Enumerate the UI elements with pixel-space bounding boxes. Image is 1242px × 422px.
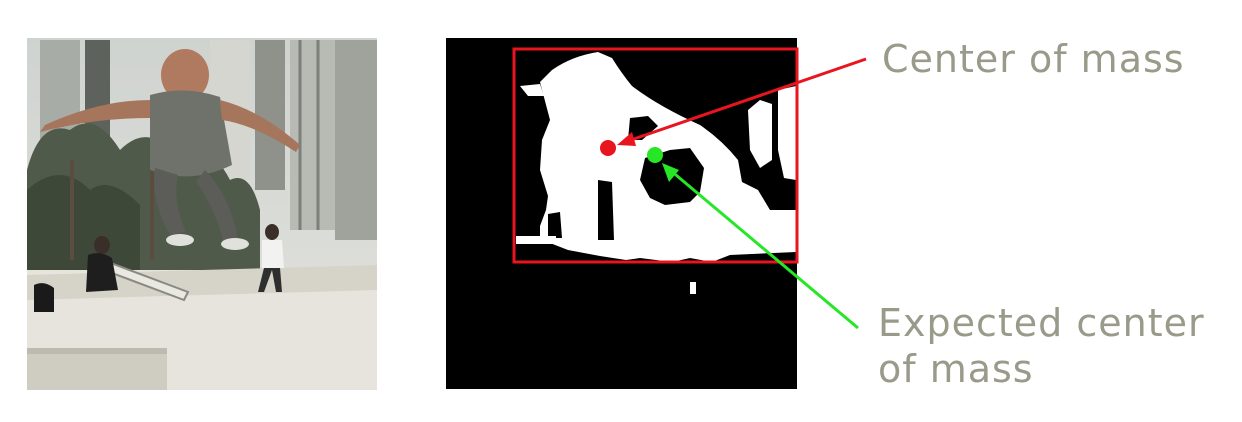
expected-center-label-line2: of mass (878, 347, 1034, 391)
expected-center-label: Expected center of mass (878, 300, 1205, 392)
expected-center-arrow (662, 163, 859, 330)
center-of-mass-arrow (617, 57, 867, 146)
expected-center-dot (647, 147, 663, 163)
bounding-box (512, 47, 799, 264)
expected-center-label-line1: Expected center (878, 301, 1205, 345)
skateboarder-photo (27, 38, 377, 390)
center-of-mass-label: Center of mass (882, 37, 1185, 81)
segmentation-mask (446, 38, 799, 389)
center-of-mass-dot (600, 140, 616, 156)
